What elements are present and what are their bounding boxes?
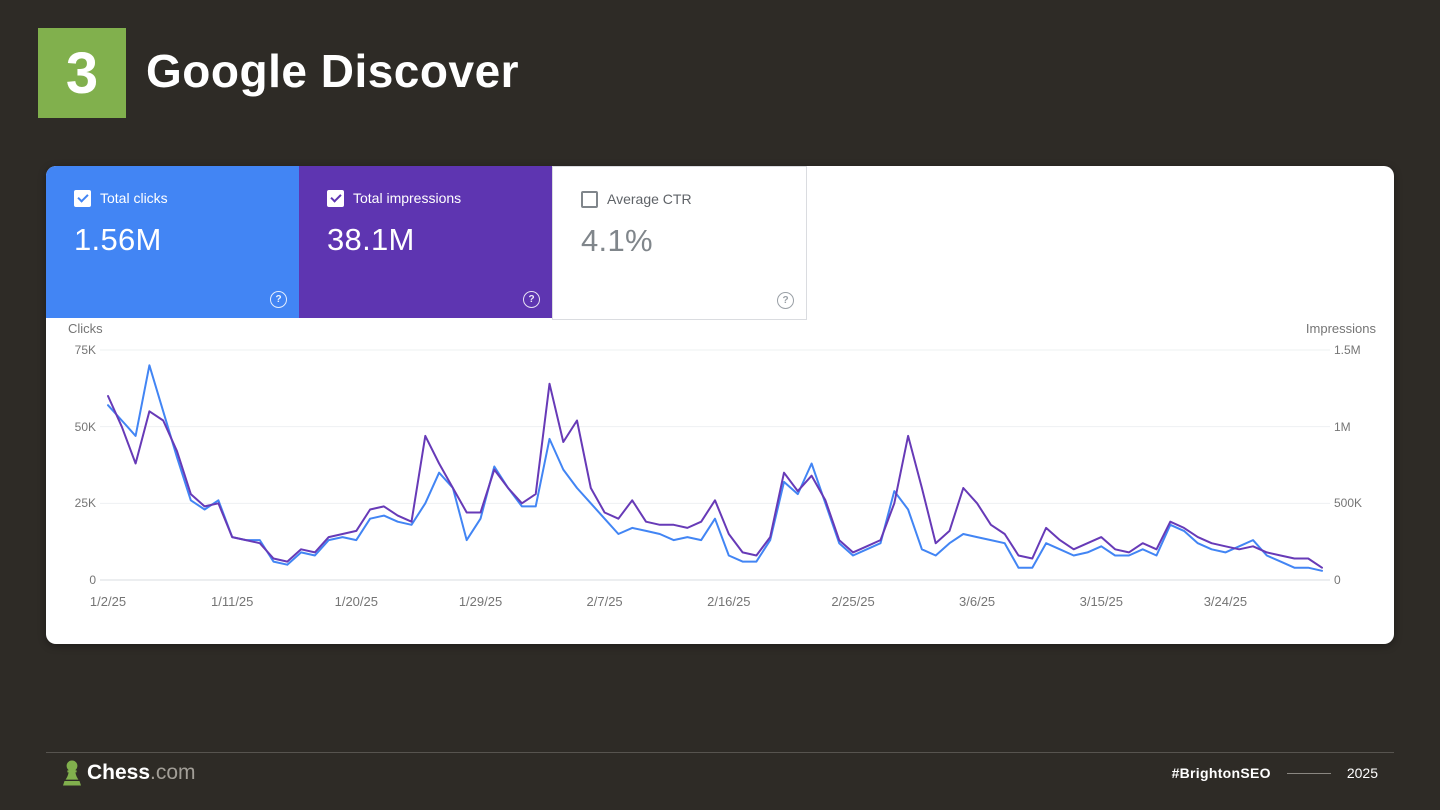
x-tick-label: 3/24/25: [1203, 594, 1248, 609]
footer-right: #BrightonSEO 2025: [1172, 765, 1378, 781]
search-console-panel: Total clicks 1.56M? Total impressions 38.1M…: [46, 166, 1394, 644]
x-tick-label: 2/7/25: [586, 594, 623, 609]
metric-tile-total-clicks[interactable]: Total clicks 1.56M?: [46, 166, 299, 318]
left-tick-label: 50K: [74, 419, 96, 434]
footer: Chess.com #BrightonSEO 2025: [62, 760, 1378, 786]
average-ctr-label: Average CTR: [607, 191, 692, 207]
left-tick-label: 75K: [74, 343, 96, 357]
total-clicks-label: Total clicks: [100, 190, 168, 206]
brand-name: Chess.com: [87, 761, 196, 785]
x-tick-label: 1/29/25: [458, 594, 503, 609]
help-icon[interactable]: ?: [523, 291, 540, 308]
brand-suffix: .com: [150, 761, 196, 784]
year: 2025: [1346, 765, 1378, 781]
average-ctr-value: 4.1%: [581, 223, 653, 258]
hashtag: #BrightonSEO: [1171, 765, 1271, 781]
x-tick-label: 2/25/25: [831, 594, 875, 609]
help-icon[interactable]: ?: [270, 291, 287, 308]
right-tick-label: 1M: [1334, 419, 1351, 434]
help-icon[interactable]: ?: [777, 292, 794, 309]
footer-divider: [46, 752, 1394, 753]
right-tick-label: 500K: [1334, 496, 1363, 511]
x-tick-label: 1/2/25: [89, 594, 127, 609]
total-impressions-value: 38.1M: [327, 222, 415, 257]
brand-bold: Chess: [87, 761, 151, 784]
x-tick-label: 3/15/25: [1079, 594, 1123, 609]
series-line-clicks: [107, 364, 1323, 572]
page-title: Google Discover: [146, 45, 520, 97]
total-clicks-value: 1.56M: [74, 222, 162, 257]
x-tick-label: 2/16/25: [707, 594, 751, 609]
x-tick-label: 3/6/25: [959, 594, 996, 609]
right-tick-label: 0: [1334, 573, 1341, 587]
total-impressions-checkbox[interactable]: [327, 189, 344, 207]
left-tick-label: 0: [89, 573, 96, 587]
chess-com-logo: Chess.com: [62, 760, 196, 786]
metric-tiles: Total clicks 1.56M? Total impressions 38.1M…: [46, 166, 807, 320]
left-tick-label: 25K: [74, 496, 96, 511]
x-tick-label: 1/11/25: [210, 594, 254, 609]
right-axis-title: Impressions: [1305, 321, 1376, 336]
left-axis-title: Clicks: [68, 321, 103, 336]
right-tick-label: 1.5M: [1334, 343, 1361, 357]
footer-separator: [1286, 772, 1331, 774]
average-ctr-checkbox[interactable]: [581, 190, 598, 208]
metric-tile-average-ctr[interactable]: Average CTR 4.1%?: [552, 166, 807, 320]
series-line-impressions: [107, 382, 1323, 569]
x-tick-label: 1/20/25: [334, 594, 378, 609]
total-impressions-label: Total impressions: [353, 190, 462, 206]
pawn-icon: [63, 760, 81, 786]
slide-number-badge: 3: [38, 28, 126, 118]
performance-chart: [100, 349, 1330, 581]
metric-tile-total-impressions[interactable]: Total impressions 38.1M?: [299, 166, 552, 318]
total-clicks-checkbox[interactable]: [74, 189, 91, 207]
